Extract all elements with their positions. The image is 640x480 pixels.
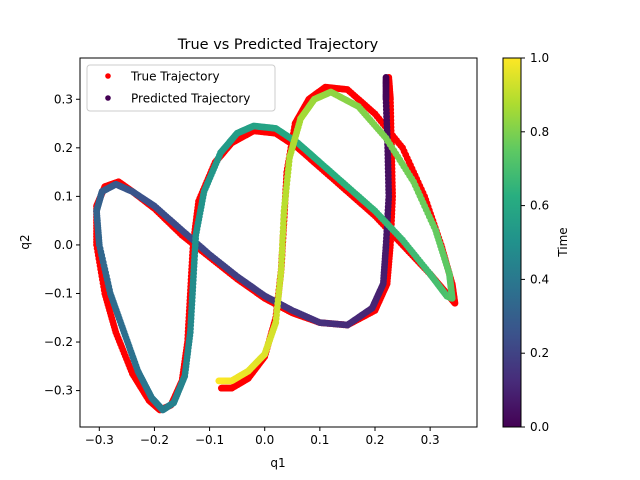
colorbar-tick-label: 0.8: [530, 125, 549, 139]
x-tick-label: 0.2: [365, 433, 384, 447]
legend-marker-predicted: [105, 95, 111, 101]
colorbar-tick-label: 1.0: [530, 51, 549, 65]
x-axis-label: q1: [270, 456, 285, 470]
x-tick-label: 0.0: [255, 433, 274, 447]
y-tick-label: 0.0: [54, 238, 73, 252]
colorbar-tick-label: 0.2: [530, 346, 549, 360]
colorbar-ticks: 0.0 0.2 0.4 0.6 0.8 1.0: [521, 51, 549, 434]
y-tick-label: 0.1: [54, 189, 73, 203]
y-tick-label: 0.3: [54, 92, 73, 106]
y-tick-label: −0.1: [44, 286, 73, 300]
x-tick-label: −0.3: [85, 433, 114, 447]
legend-box: [86, 64, 276, 112]
legend-label-predicted: Predicted Trajectory: [131, 92, 250, 106]
colorbar-label: Time: [556, 227, 570, 257]
x-tick-label: 0.1: [310, 433, 329, 447]
y-axis-ticks: −0.3 −0.2 −0.1 0.0 0.1 0.2 0.3: [44, 92, 80, 398]
predicted-trajectory-series: [93, 74, 456, 414]
x-tick-label: −0.2: [140, 433, 169, 447]
x-tick-label: 0.3: [421, 433, 440, 447]
y-tick-label: −0.2: [44, 335, 73, 349]
colorbar-gradient: [502, 57, 522, 428]
y-tick-label: 0.2: [54, 141, 73, 155]
y-axis-label: q2: [18, 234, 32, 249]
legend: True Trajectory Predicted Trajectory: [86, 64, 276, 112]
x-axis-ticks: −0.3 −0.2 −0.1 0.0 0.1 0.2 0.3: [85, 427, 440, 447]
chart-title: True vs Predicted Trajectory: [177, 37, 379, 53]
legend-label-true: True Trajectory: [130, 70, 220, 84]
x-tick-label: −0.1: [195, 433, 224, 447]
true-trajectory-point: [217, 384, 225, 392]
plot-frame: [79, 57, 478, 428]
colorbar-tick-label: 0.4: [530, 272, 549, 286]
colorbar-tick-label: 0.6: [530, 199, 549, 213]
predicted-trajectory-point: [215, 377, 223, 385]
legend-marker-true: [105, 73, 111, 79]
colorbar-tick-label: 0.0: [530, 420, 549, 434]
colorbar: 0.0 0.2 0.4 0.6 0.8 1.0 Time: [502, 51, 570, 434]
y-tick-label: −0.3: [44, 384, 73, 398]
